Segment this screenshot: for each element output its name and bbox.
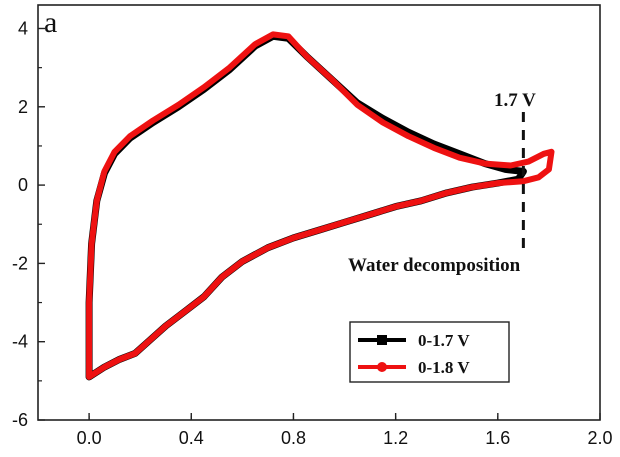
legend-label-series-1: 0-1.7 V (418, 331, 470, 350)
legend-marker-series-1 (377, 335, 387, 345)
legend-label-series-2: 0-1.8 V (418, 358, 470, 377)
panel-label: a (44, 6, 57, 39)
y-tick-label: 0 (18, 175, 28, 195)
y-tick-label: 2 (18, 97, 28, 117)
y-tick-label: -2 (12, 253, 28, 273)
y-tick-label: -4 (12, 332, 28, 352)
y-tick-label: 4 (18, 18, 28, 38)
legend: 0-1.7 V 0-1.8 V (349, 321, 510, 383)
water-decomposition-label: Water decomposition (348, 255, 521, 276)
x-tick-label: 0.0 (77, 428, 102, 448)
y-tick-label: -6 (12, 410, 28, 430)
text-layer: a 1.7 V Water decomposition (44, 6, 536, 276)
tick-layer: 0.0 0.4 0.8 1.2 1.6 2.0 4 2 0 -2 -4 -6 (12, 18, 613, 448)
x-tick-label: 1.6 (485, 428, 510, 448)
series-layer (85, 31, 555, 381)
x-tick-label: 2.0 (587, 428, 612, 448)
legend-box (349, 321, 510, 383)
plot-frame (37, 4, 601, 421)
legend-marker-series-2 (377, 362, 387, 372)
series-line-2 (86, 31, 555, 380)
x-tick-label: 0.4 (179, 428, 204, 448)
voltage-marker-label: 1.7 V (494, 90, 536, 111)
x-tick-label: 1.2 (383, 428, 408, 448)
x-tick-label: 0.8 (281, 428, 306, 448)
